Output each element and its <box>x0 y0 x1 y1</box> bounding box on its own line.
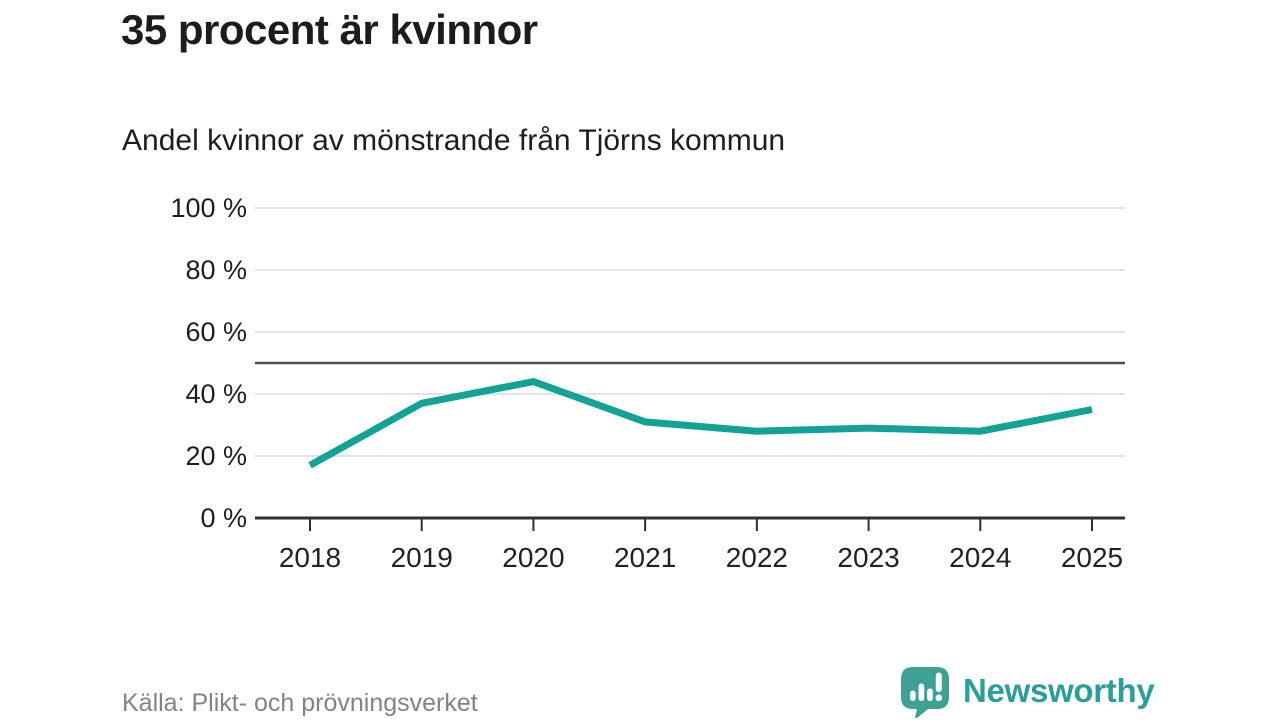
x-axis-label: 2020 <box>502 542 564 573</box>
chart-subtitle: Andel kvinnor av mönstrande från Tjörns … <box>122 124 786 157</box>
page-title: 35 procent är kvinnor <box>121 6 538 53</box>
x-axis-label: 2018 <box>279 542 341 573</box>
y-axis-label: 80 % <box>185 255 247 285</box>
newsworthy-brand: Newsworthy <box>898 664 1155 718</box>
y-axis-label: 0 % <box>200 503 247 533</box>
x-axis-label: 2021 <box>614 542 676 573</box>
y-axis-label: 40 % <box>185 379 247 409</box>
logo-bar-1 <box>910 690 916 701</box>
x-axis-label: 2019 <box>391 542 453 573</box>
line-chart: 0 % 20 % 40 % 60 % 80 % 100 % 2018 2019 2020 2021… <box>170 193 1125 573</box>
x-axis-label: 2025 <box>1061 542 1123 573</box>
x-axis-label: 2024 <box>949 542 1011 573</box>
logo-bubble <box>901 667 949 718</box>
x-axis-label: 2023 <box>837 542 899 573</box>
logo-bar-3 <box>927 688 933 701</box>
source-note: Källa: Plikt- och prövningsverket <box>122 689 478 717</box>
logo-bar-2 <box>918 683 925 701</box>
series-line <box>308 377 1093 469</box>
y-axis-label: 100 % <box>170 193 247 223</box>
brand-name: Newsworthy <box>963 672 1155 709</box>
x-axis-label: 2022 <box>726 542 788 573</box>
y-axis-label: 20 % <box>185 441 247 471</box>
y-axis-label: 60 % <box>185 317 247 347</box>
logo-exclamation-bar <box>935 672 942 692</box>
newsworthy-logo-icon <box>901 667 949 718</box>
logo-exclamation-dot <box>935 694 943 702</box>
